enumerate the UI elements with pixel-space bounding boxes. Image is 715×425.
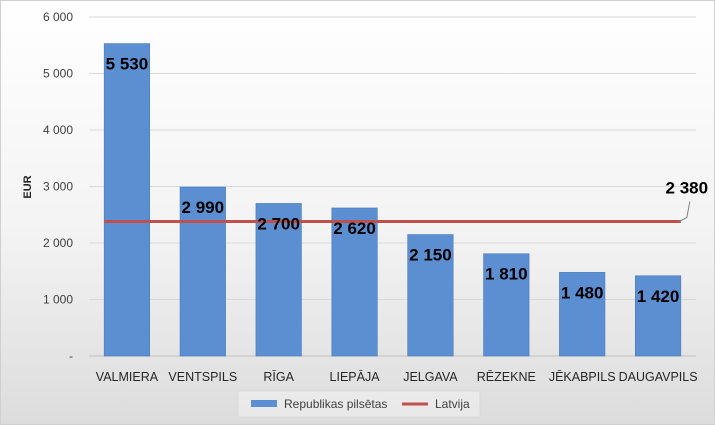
reference-line-series [104, 201, 691, 224]
legend-item-bars: Republikas pilsētas [284, 397, 387, 411]
y-tick-label: 5 000 [43, 67, 73, 81]
bar-data-label: 1 420 [637, 287, 680, 306]
bar [179, 186, 226, 357]
x-tick-label: DAUGAVPILS [619, 370, 698, 384]
y-tick-label: - [69, 349, 73, 363]
bar [483, 253, 530, 357]
bar [103, 43, 151, 357]
bar [634, 275, 682, 357]
bar [255, 203, 302, 357]
legend-item-line: Latvija [435, 397, 470, 411]
bar-data-label: 1 480 [561, 283, 604, 302]
reference-label-leader [678, 201, 691, 222]
legend-bar-swatch [251, 400, 277, 407]
y-tick-label: 3 000 [43, 180, 73, 194]
bar-data-label: 5 530 [106, 55, 149, 74]
y-tick-label: 1 000 [43, 293, 73, 307]
bar-data-label: 2 990 [182, 198, 225, 217]
x-tick-label: LIEPĀJA [330, 370, 381, 384]
bar [407, 234, 454, 357]
y-tick-label: 6 000 [43, 10, 73, 24]
bar-data-label: 2 700 [257, 214, 300, 233]
x-tick-label: VENTSPILS [168, 370, 237, 384]
y-tick-label: 4 000 [43, 123, 73, 137]
bar [331, 207, 378, 357]
legend-box [237, 390, 481, 418]
x-tick-label: RĪGA [263, 370, 294, 384]
x-tick-label: JELGAVA [403, 370, 458, 384]
x-tick-label: JĒKABPILS [549, 370, 616, 384]
bar-data-label: 2 150 [409, 246, 452, 265]
x-tick-label: VALMIERA [96, 370, 159, 384]
bar-data-label: 2 620 [333, 219, 376, 238]
y-axis-title: EUR [22, 175, 34, 198]
data-labels: 5 530 2 990 2 700 2 620 2 150 1 810 1 480 1 420… [106, 55, 708, 306]
bar-series [103, 43, 682, 357]
x-tick-label: RĒZEKNE [477, 370, 536, 384]
x-axis-category-labels: VALMIERA VENTSPILS RĪGA LIEPĀJA JELGAVA RĒZEK… [96, 370, 698, 384]
y-axis-tick-labels: - 1 000 2 000 3 000 4 000 5 000 6 000 [43, 10, 73, 363]
y-tick-label: 2 000 [43, 236, 73, 250]
bar [559, 272, 606, 357]
bar-data-label: 1 810 [485, 265, 528, 284]
reference-data-label: 2 380 [666, 179, 709, 198]
legend: Republikas pilsētas Latvija [237, 390, 481, 418]
